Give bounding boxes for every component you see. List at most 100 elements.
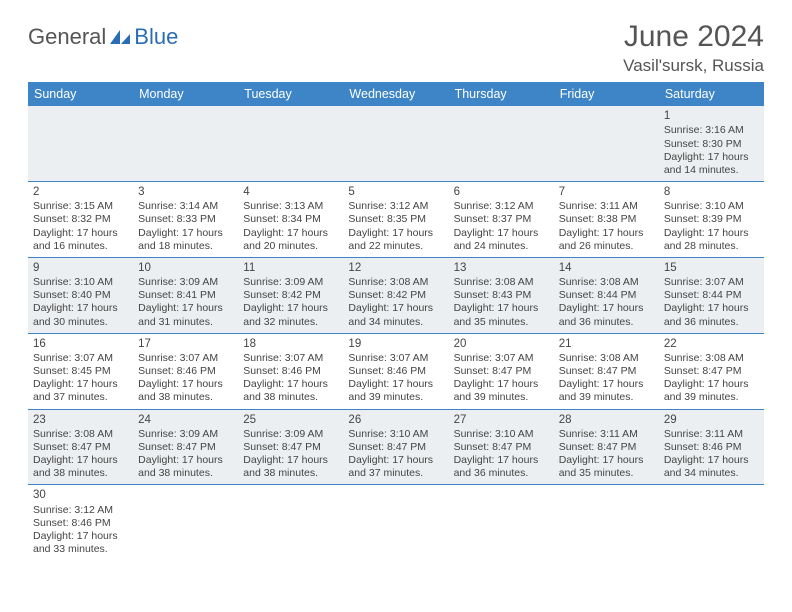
sunset-text: Sunset: 8:30 PM xyxy=(664,138,759,151)
daylight-text: Daylight: 17 hours xyxy=(348,454,443,467)
calendar-cell: 29Sunrise: 3:11 AMSunset: 8:46 PMDayligh… xyxy=(659,409,764,485)
daylight-text: and 35 minutes. xyxy=(559,467,654,480)
calendar-cell: 16Sunrise: 3:07 AMSunset: 8:45 PMDayligh… xyxy=(28,333,133,409)
sunset-text: Sunset: 8:42 PM xyxy=(348,289,443,302)
daylight-text: Daylight: 17 hours xyxy=(138,302,233,315)
sunset-text: Sunset: 8:47 PM xyxy=(138,441,233,454)
calendar-cell: 18Sunrise: 3:07 AMSunset: 8:46 PMDayligh… xyxy=(238,333,343,409)
calendar-cell: 30 Sunrise: 3:12 AMSunset: 8:46 PMDayligh… xyxy=(28,485,133,560)
calendar-cell: 9Sunrise: 3:10 AMSunset: 8:40 PMDaylight… xyxy=(28,257,133,333)
sunrise-text: Sunrise: 3:13 AM xyxy=(243,200,338,213)
sunrise-text: Sunrise: 3:08 AM xyxy=(33,428,128,441)
day-number: 14 xyxy=(559,261,654,275)
calendar-cell xyxy=(659,485,764,560)
sunrise-text: Sunrise: 3:12 AM xyxy=(454,200,549,213)
day-number: 30 xyxy=(33,488,128,502)
sunset-text: Sunset: 8:46 PM xyxy=(243,365,338,378)
daylight-text: and 24 minutes. xyxy=(454,240,549,253)
daylight-text: Daylight: 17 hours xyxy=(664,151,759,164)
day-number: 11 xyxy=(243,261,338,275)
day-number: 5 xyxy=(348,185,443,199)
sunset-text: Sunset: 8:32 PM xyxy=(33,213,128,226)
calendar-cell: 24Sunrise: 3:09 AMSunset: 8:47 PMDayligh… xyxy=(133,409,238,485)
daylight-text: and 38 minutes. xyxy=(243,391,338,404)
day-number: 20 xyxy=(454,337,549,351)
sunset-text: Sunset: 8:43 PM xyxy=(454,289,549,302)
calendar-week-row: 16Sunrise: 3:07 AMSunset: 8:45 PMDayligh… xyxy=(28,333,764,409)
sunrise-text: Sunrise: 3:08 AM xyxy=(348,276,443,289)
daylight-text: Daylight: 17 hours xyxy=(33,454,128,467)
weekday-header: Saturday xyxy=(659,82,764,106)
day-number: 4 xyxy=(243,185,338,199)
sunset-text: Sunset: 8:45 PM xyxy=(33,365,128,378)
sunrise-text: Sunrise: 3:14 AM xyxy=(138,200,233,213)
sunset-text: Sunset: 8:47 PM xyxy=(664,365,759,378)
sunset-text: Sunset: 8:38 PM xyxy=(559,213,654,226)
sunset-text: Sunset: 8:46 PM xyxy=(33,517,128,530)
day-number: 24 xyxy=(138,413,233,427)
sunset-text: Sunset: 8:33 PM xyxy=(138,213,233,226)
sunset-text: Sunset: 8:46 PM xyxy=(348,365,443,378)
sunrise-text: Sunrise: 3:07 AM xyxy=(664,276,759,289)
daylight-text: and 32 minutes. xyxy=(243,316,338,329)
day-number: 25 xyxy=(243,413,338,427)
daylight-text: Daylight: 17 hours xyxy=(243,227,338,240)
calendar-week-row: 23Sunrise: 3:08 AM Sunset: 8:47 PM Dayligh… xyxy=(28,409,764,485)
calendar-cell: 17Sunrise: 3:07 AMSunset: 8:46 PMDayligh… xyxy=(133,333,238,409)
calendar-cell xyxy=(238,485,343,560)
daylight-text: Daylight: 17 hours xyxy=(243,302,338,315)
calendar-cell: 8Sunrise: 3:10 AMSunset: 8:39 PMDaylight… xyxy=(659,181,764,257)
daylight-text: Daylight: 17 hours xyxy=(559,378,654,391)
calendar-cell xyxy=(343,485,448,560)
sunset-text: Sunset: 8:35 PM xyxy=(348,213,443,226)
day-number: 2 xyxy=(33,185,128,199)
day-number: 8 xyxy=(664,185,759,199)
calendar-cell: 11Sunrise: 3:09 AMSunset: 8:42 PMDayligh… xyxy=(238,257,343,333)
calendar-cell xyxy=(343,106,448,181)
day-number: 17 xyxy=(138,337,233,351)
calendar-cell xyxy=(238,106,343,181)
sunset-text: Sunset: 8:37 PM xyxy=(454,213,549,226)
daylight-text: and 16 minutes. xyxy=(33,240,128,253)
calendar-cell: 27Sunrise: 3:10 AMSunset: 8:47 PMDayligh… xyxy=(449,409,554,485)
calendar-cell: 4Sunrise: 3:13 AMSunset: 8:34 PMDaylight… xyxy=(238,181,343,257)
daylight-text: Daylight: 17 hours xyxy=(138,378,233,391)
daylight-text: Daylight: 17 hours xyxy=(664,454,759,467)
sunset-text: Sunset: 8:34 PM xyxy=(243,213,338,226)
logo-text-general: General xyxy=(28,24,106,50)
daylight-text: and 36 minutes. xyxy=(454,467,549,480)
sunrise-text: Sunrise: 3:11 AM xyxy=(559,200,654,213)
weekday-header: Wednesday xyxy=(343,82,448,106)
title-block: June 2024 Vasil'sursk, Russia xyxy=(623,20,764,76)
daylight-text: Daylight: 17 hours xyxy=(33,530,128,543)
calendar-cell: 2Sunrise: 3:15 AMSunset: 8:32 PMDaylight… xyxy=(28,181,133,257)
day-number: 10 xyxy=(138,261,233,275)
daylight-text: and 39 minutes. xyxy=(664,391,759,404)
calendar-week-row: 2Sunrise: 3:15 AMSunset: 8:32 PMDaylight… xyxy=(28,181,764,257)
sunrise-text: Sunrise: 3:07 AM xyxy=(454,352,549,365)
day-number: 7 xyxy=(559,185,654,199)
daylight-text: Daylight: 17 hours xyxy=(33,302,128,315)
daylight-text: Daylight: 17 hours xyxy=(664,378,759,391)
daylight-text: and 31 minutes. xyxy=(138,316,233,329)
daylight-text: and 14 minutes. xyxy=(664,164,759,177)
calendar-table: Sunday Monday Tuesday Wednesday Thursday… xyxy=(28,82,764,560)
calendar-cell xyxy=(28,106,133,181)
calendar-cell: 23Sunrise: 3:08 AMSunset: 8:47 PMDayligh… xyxy=(28,409,133,485)
daylight-text: Daylight: 17 hours xyxy=(559,227,654,240)
calendar-cell: 19Sunrise: 3:07 AMSunset: 8:46 PMDayligh… xyxy=(343,333,448,409)
day-number: 23 xyxy=(33,413,128,427)
sunrise-text: Sunrise: 3:07 AM xyxy=(348,352,443,365)
daylight-text: and 36 minutes. xyxy=(559,316,654,329)
calendar-cell xyxy=(449,485,554,560)
day-number: 9 xyxy=(33,261,128,275)
daylight-text: and 39 minutes. xyxy=(348,391,443,404)
sunrise-text: Sunrise: 3:09 AM xyxy=(243,428,338,441)
sunrise-text: Sunrise: 3:10 AM xyxy=(454,428,549,441)
logo: General Blue xyxy=(28,20,178,50)
sunrise-text: Sunrise: 3:10 AM xyxy=(664,200,759,213)
daylight-text: and 26 minutes. xyxy=(559,240,654,253)
day-number: 12 xyxy=(348,261,443,275)
sunrise-text: Sunrise: 3:12 AM xyxy=(33,504,128,517)
calendar-week-row: 30 Sunrise: 3:12 AMSunset: 8:46 PMDayligh… xyxy=(28,485,764,560)
